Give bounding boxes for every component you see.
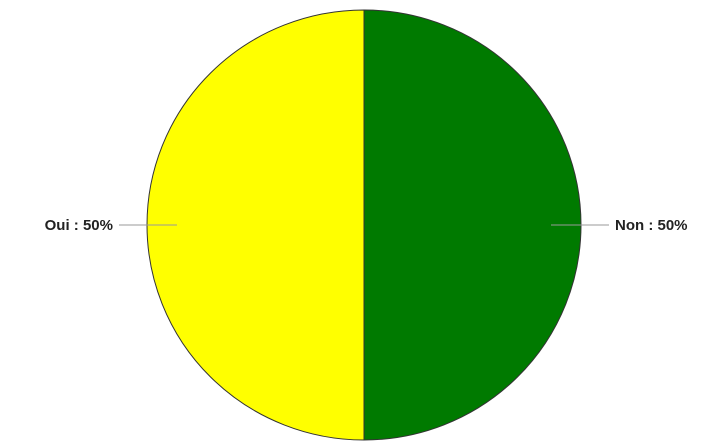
pie-slices [146,9,582,441]
slice-labels: Non : 50% Oui : 50% [45,217,688,234]
pie-slice-oui [146,9,365,441]
slice-label-oui: Oui : 50% [45,217,113,234]
pie-slice-non [363,9,582,441]
slice-label-non: Non : 50% [615,217,688,234]
